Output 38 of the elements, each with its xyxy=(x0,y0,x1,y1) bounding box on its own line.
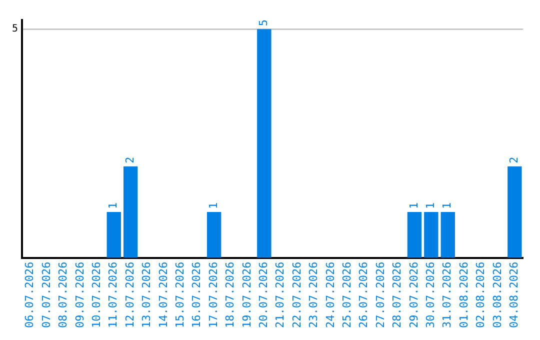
x-tick-label: 20.07.2026 xyxy=(257,262,270,328)
x-tick-label: 01.08.2026 xyxy=(457,262,470,328)
x-tick-label: 21.07.2026 xyxy=(274,262,287,328)
x-tick-label: 23.07.2026 xyxy=(307,262,320,328)
x-tick-label: 03.08.2026 xyxy=(490,262,504,328)
x-tick-label: 10.07.2026 xyxy=(90,262,104,328)
x-tick-label: 25.07.2026 xyxy=(340,262,354,328)
data-label: 1 xyxy=(206,202,220,210)
data-label: 2 xyxy=(123,156,136,164)
data-label: 1 xyxy=(440,202,454,210)
x-tick-label: 17.07.2026 xyxy=(206,262,220,328)
data-label: 1 xyxy=(424,202,438,210)
x-tick-label: 06.07.2026 xyxy=(23,262,36,328)
data-label: 2 xyxy=(508,156,521,164)
x-tick-label: 11.07.2026 xyxy=(106,262,120,328)
data-label: 5 xyxy=(257,20,270,26)
x-tick-label: 26.07.2026 xyxy=(357,262,370,328)
data-label: 1 xyxy=(106,202,120,210)
x-tick-label: 02.08.2026 xyxy=(474,262,488,328)
x-tick-label: 27.07.2026 xyxy=(374,262,387,328)
x-tick-label: 04.08.2026 xyxy=(508,262,521,328)
x-tick-label: 12.07.2026 xyxy=(123,262,136,328)
x-tick-label: 19.07.2026 xyxy=(240,262,254,328)
x-tick-label: 18.07.2026 xyxy=(224,262,237,328)
x-tick-label: 24.07.2026 xyxy=(324,262,337,328)
x-tick-label: 29.07.2026 xyxy=(407,262,420,328)
x-tick-label: 28.07.2026 xyxy=(390,262,404,328)
x-tick-label: 09.07.2026 xyxy=(73,262,86,328)
x-tick-label: 15.07.2026 xyxy=(174,262,187,328)
x-tick-label: 07.07.2026 xyxy=(40,262,53,328)
x-tick-label: 13.07.2026 xyxy=(140,262,154,328)
x-tick-label: 14.07.2026 xyxy=(156,262,170,328)
x-tick-label: 22.07.2026 xyxy=(290,262,304,328)
x-tick-label: 08.07.2026 xyxy=(56,262,70,328)
x-tick-label: 16.07.2026 xyxy=(190,262,204,328)
x-tick-label: 30.07.2026 xyxy=(424,262,438,328)
data-label: 1 xyxy=(407,202,420,210)
x-tick-label: 31.07.2026 xyxy=(440,262,454,328)
